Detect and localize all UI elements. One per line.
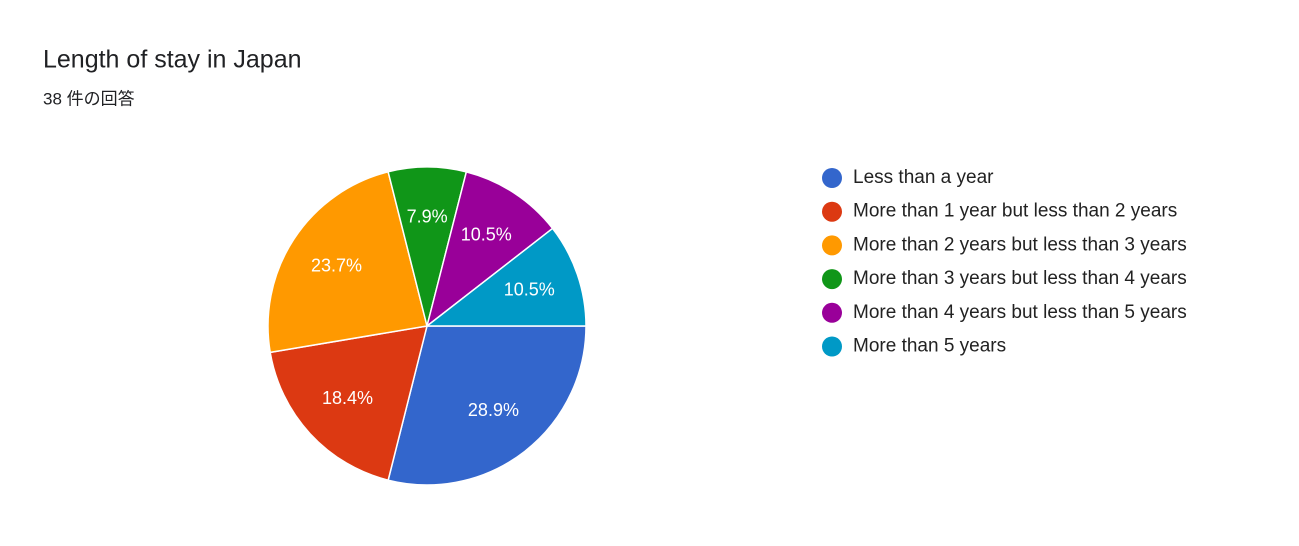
chart-title: Length of stay in Japan: [43, 46, 302, 74]
legend-label: More than 1 year but less than 2 years: [853, 201, 1177, 222]
legend-label: More than 2 years but less than 3 years: [853, 234, 1187, 255]
pie-slice: [387, 325, 587, 486]
legend-swatch: [822, 336, 842, 357]
legend-swatch: [822, 235, 842, 256]
slice-label: 18.4%: [322, 388, 373, 408]
pie-slice: [424, 227, 587, 327]
chart-subtitle: 38 件の回答: [43, 89, 135, 108]
legend-swatch: [822, 201, 842, 222]
legend-label: More than 3 years but less than 4 years: [853, 268, 1187, 289]
slice-label: 10.5%: [504, 280, 555, 300]
pie-slice: [269, 325, 429, 482]
legend-label: More than 5 years: [853, 336, 1006, 357]
pie-slice: [425, 171, 554, 328]
legend-label: More than 4 years but less than 5 years: [853, 302, 1187, 323]
pie-slice: [267, 170, 428, 354]
slice-label: 10.5%: [461, 224, 512, 244]
slice-label: 23.7%: [311, 256, 362, 276]
legend-swatch: [822, 302, 842, 323]
legend-label: Less than a year: [853, 167, 994, 188]
slice-label: 7.9%: [407, 207, 448, 227]
legend-swatch: [822, 269, 842, 290]
legend-swatch: [822, 168, 842, 188]
slice-label: 28.9%: [468, 400, 519, 420]
